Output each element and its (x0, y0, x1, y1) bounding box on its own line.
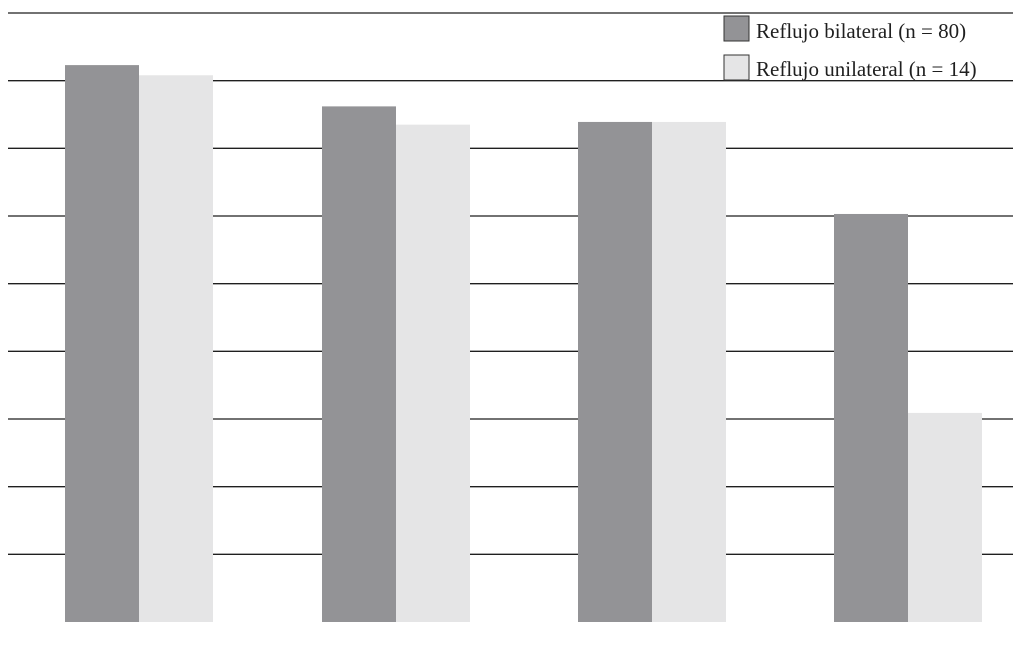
bar-series-1-group-3 (578, 121, 652, 623)
bar-series-2-group-2 (396, 124, 470, 623)
bar-series-1-group-2 (322, 106, 396, 622)
bar-series-2-group-4 (908, 412, 982, 622)
bar-series-1-group-1 (65, 65, 139, 622)
legend-swatch-bilateral (723, 15, 750, 42)
bar-series-2-group-3 (652, 121, 726, 623)
bar-series-1-group-4 (834, 213, 908, 622)
legend-swatch-unilateral (723, 54, 750, 81)
bars (65, 65, 982, 623)
legend-label-bilateral: Reflujo bilateral (n = 80) (756, 19, 966, 43)
legend-label-unilateral: Reflujo unilateral (n = 14) (756, 57, 977, 81)
bar-series-2-group-1 (139, 75, 213, 622)
legend: Reflujo bilateral (n = 80) Reflujo unila… (723, 15, 977, 81)
